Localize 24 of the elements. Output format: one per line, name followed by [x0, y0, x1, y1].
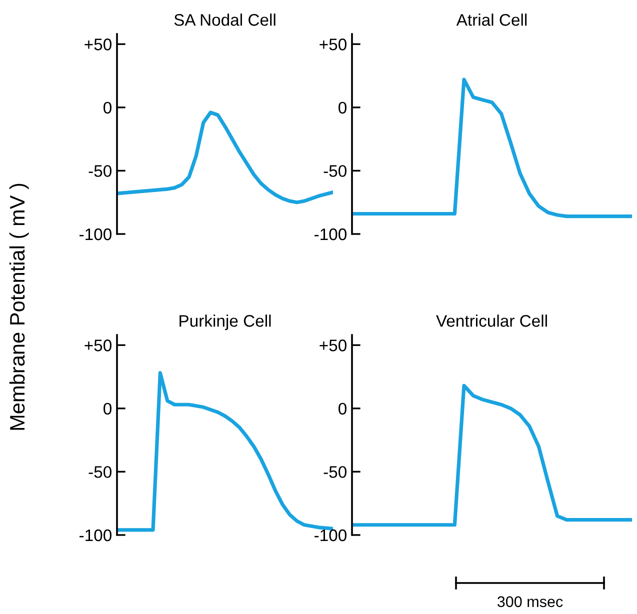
y-tick-label: -100 — [314, 228, 346, 240]
y-tick-label: -100 — [314, 529, 346, 542]
chart-title: Ventricular Cell — [436, 314, 547, 327]
y-tick-label: -50 — [324, 466, 346, 478]
y-tick-label: 0 — [104, 102, 112, 114]
y-tick-label: -100 — [80, 529, 112, 542]
y-tick-label: 0 — [338, 402, 346, 415]
chart-title: Atrial Cell — [456, 14, 527, 26]
chart-title: Purkinje Cell — [180, 314, 271, 330]
y-tick-label: -100 — [80, 228, 112, 240]
line-series — [352, 78, 632, 218]
y-tick-label: -50 — [88, 165, 112, 177]
y-tick-label: +50 — [320, 340, 346, 352]
y-tick-label: 0 — [104, 402, 112, 415]
line-series — [352, 384, 632, 527]
text: 300 msec — [497, 596, 563, 608]
y-tick-label: +50 — [84, 340, 112, 352]
y-tick-label: +50 — [84, 38, 112, 50]
y-tick-label: 0 — [338, 102, 346, 114]
y-tick-label: +50 — [320, 38, 346, 50]
chart-title: SA Nodal Cell — [174, 14, 276, 26]
y-axis-title: Membrane Potential ( mV ) — [9, 184, 29, 430]
y-tick-label: -50 — [324, 165, 346, 177]
y-tick-label: -50 — [88, 466, 112, 478]
